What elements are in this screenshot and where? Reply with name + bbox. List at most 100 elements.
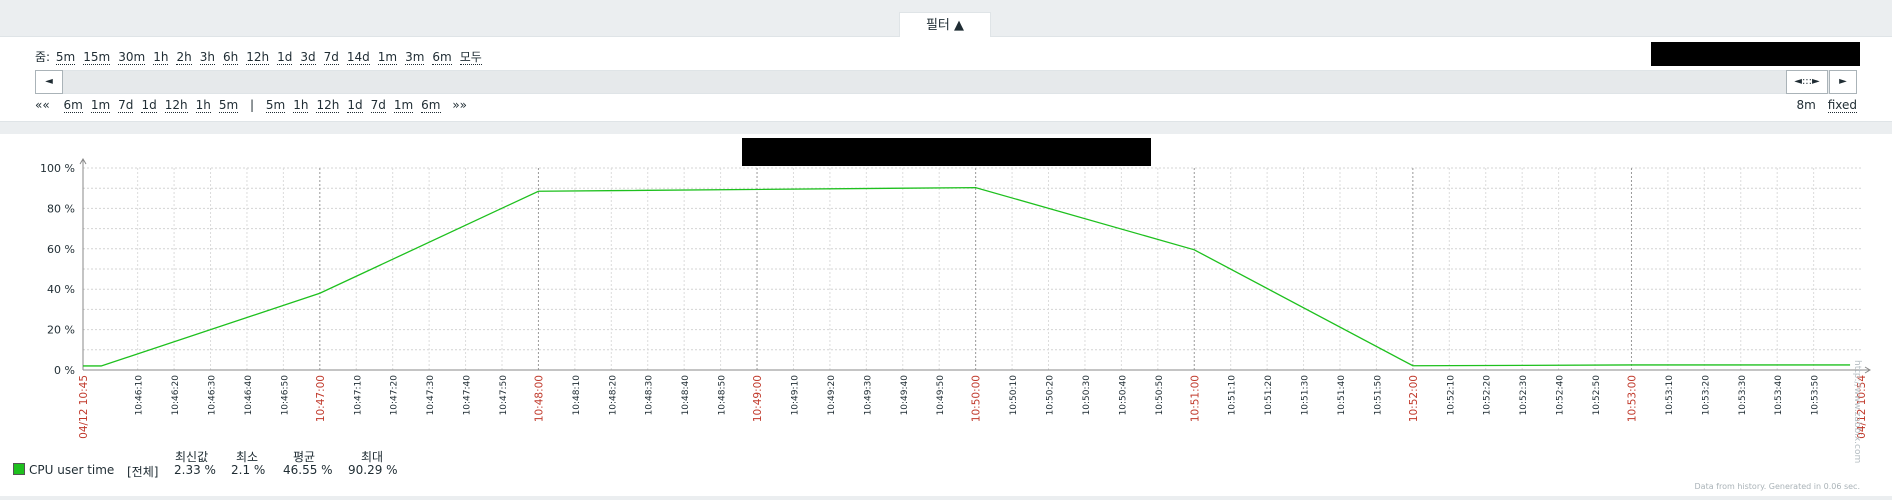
x-major-tick-label: 10:50:00 <box>971 375 983 422</box>
x-tick-label: 10:52:40 <box>1556 375 1566 416</box>
legend-item-max: 90.29 % <box>348 463 398 477</box>
footer-note: Data from history. Generated in 0.06 sec… <box>1694 482 1860 491</box>
nav-forward-1h[interactable]: 1h <box>293 98 309 113</box>
zoom-15m[interactable]: 15m <box>83 50 111 65</box>
x-tick-label: 10:50:20 <box>1046 375 1056 416</box>
zoom-3d[interactable]: 3d <box>300 50 316 65</box>
filter-toggle-tab[interactable]: 필터 ▲ <box>899 12 991 37</box>
nav-back-1m[interactable]: 1m <box>90 98 111 113</box>
nav-forward-5m[interactable]: 5m <box>265 98 286 113</box>
series-line-0 <box>83 186 1851 367</box>
nav-forward-1m[interactable]: 1m <box>393 98 414 113</box>
graph-panel <box>0 134 1892 496</box>
zoom-5m[interactable]: 5m <box>55 50 76 65</box>
zoom-1h[interactable]: 1h <box>153 50 169 65</box>
x-tick-label: 10:46:30 <box>208 375 218 416</box>
scroll-right-button[interactable]: ► <box>1829 70 1857 94</box>
zoom-6m[interactable]: 6m <box>432 50 452 65</box>
x-tick-label: 10:49:30 <box>863 375 873 416</box>
navigation-row: «« 6m 1m 7d 1d 12h 1h 5m | 5m 1h 12h 1d 7d 1m 6m »» <box>35 97 477 113</box>
x-end-label: 04/12 10:54 <box>1856 375 1868 439</box>
x-tick-label: 10:48:50 <box>718 375 728 416</box>
zoom-모두[interactable]: 모두 <box>459 50 482 65</box>
x-tick-label: 10:50:40 <box>1118 375 1128 416</box>
watermark: http://www.zabbix.com <box>1852 360 1862 464</box>
x-tick-label: 10:53:20 <box>1701 375 1711 416</box>
x-tick-label: 10:52:50 <box>1592 375 1602 416</box>
nav-forward-7d[interactable]: 7d <box>370 98 386 113</box>
x-start-label: 04/12 10:45 <box>78 375 90 439</box>
scroll-handle[interactable]: ◄:::► <box>1786 70 1828 94</box>
fixed-toggle-link[interactable]: fixed <box>1827 98 1857 113</box>
redacted-graph-title <box>742 138 1151 166</box>
legend-item-latest: 2.33 % <box>174 463 216 477</box>
zoom-options: 5m 15m 30m 1h 2h 3h 6h 12h 1d 3d 7d 14d 1m 3m 6m 모두 <box>55 50 490 65</box>
x-tick-label: 10:52:20 <box>1483 375 1493 416</box>
x-tick-label: 10:51:50 <box>1373 375 1383 416</box>
zoom-label: 줌: <box>35 50 51 64</box>
nav-next-all-button[interactable]: »» <box>452 98 468 112</box>
x-tick-label: 10:52:10 <box>1446 375 1456 416</box>
nav-back-5m[interactable]: 5m <box>218 98 239 113</box>
x-tick-label: 10:53:40 <box>1774 375 1784 416</box>
nav-prev-all-button[interactable]: «« <box>35 98 50 112</box>
x-tick-label: 10:48:10 <box>572 375 582 416</box>
y-tick-label: 20 % <box>47 324 75 337</box>
zoom-3m[interactable]: 3m <box>405 50 425 65</box>
nav-back-7d[interactable]: 7d <box>118 98 134 113</box>
legend-header-min: 최소 <box>236 450 259 464</box>
period-value: 8m <box>1796 98 1816 112</box>
x-tick-label: 10:46:20 <box>171 375 181 416</box>
x-tick-label: 10:49:20 <box>827 375 837 416</box>
legend-item-avg: 46.55 % <box>283 463 333 477</box>
y-tick-label: 40 % <box>47 283 75 296</box>
x-tick-label: 10:46:10 <box>135 375 145 416</box>
nav-forward-6m[interactable]: 6m <box>421 98 441 113</box>
legend-header-avg: 평균 <box>293 450 316 464</box>
period-row: 8m fixed <box>1797 97 1857 113</box>
nav-back-options: 6m 1m 7d 1d 12h 1h 5m <box>63 98 247 113</box>
x-tick-label: 10:46:50 <box>280 375 290 416</box>
nav-back-6m[interactable]: 6m <box>63 98 83 113</box>
nav-back-12h[interactable]: 12h <box>164 98 188 113</box>
zoom-14d[interactable]: 14d <box>346 50 370 65</box>
timeline-scrollbar[interactable] <box>35 70 1857 94</box>
x-tick-label: 10:53:50 <box>1811 375 1821 416</box>
x-tick-label: 10:46:40 <box>244 375 254 416</box>
x-tick-label: 10:47:10 <box>353 375 363 416</box>
zoom-6h[interactable]: 6h <box>222 50 239 65</box>
zoom-12h[interactable]: 12h <box>246 50 270 65</box>
zoom-1m[interactable]: 1m <box>377 50 398 65</box>
nav-forward-12h[interactable]: 12h <box>316 98 340 113</box>
x-tick-label: 10:52:30 <box>1519 375 1529 416</box>
y-tick-label: 60 % <box>47 243 75 256</box>
x-tick-label: 10:47:30 <box>426 375 436 416</box>
nav-back-1h[interactable]: 1h <box>195 98 211 113</box>
legend-header-max: 최대 <box>361 450 384 464</box>
legend-header-latest: 최신값 <box>175 450 209 464</box>
zoom-3h[interactable]: 3h <box>199 50 215 65</box>
zoom-2h[interactable]: 2h <box>176 50 192 65</box>
nav-forward-options: 5m 1h 12h 1d 7d 1m 6m <box>265 98 449 113</box>
zoom-row: 줌: 5m 15m 30m 1h 2h 3h 6h 12h 1d 3d 7d 14d 1m 3m 6m 모두 <box>35 49 490 65</box>
x-tick-label: 10:50:50 <box>1155 375 1165 416</box>
x-tick-label: 10:50:30 <box>1082 375 1092 416</box>
scroll-left-button[interactable]: ◄ <box>35 70 63 94</box>
cpu-chart: 0 % 20 % 40 % 60 % 80 % 100 % 10:46:10 10:46:20… <box>40 158 1871 439</box>
x-tick-label: 10:49:10 <box>790 375 800 416</box>
zoom-1d[interactable]: 1d <box>277 50 293 65</box>
x-tick-label: 10:48:20 <box>608 375 618 416</box>
zoom-30m[interactable]: 30m <box>118 50 146 65</box>
legend-item-scope: [전체] <box>127 465 159 479</box>
filter-panel: 필터 ▲ 줌: 5m 15m 30m 1h 2h 3h 6h 12h 1d 3d 7d 14d 1m 3m… <box>0 0 1892 124</box>
x-major-tick-label: 10:53:00 <box>1626 375 1638 422</box>
x-tick-label: 10:48:40 <box>681 375 691 416</box>
y-tick-label: 0 % <box>54 364 75 377</box>
x-tick-label: 10:50:10 <box>1009 375 1019 416</box>
x-major-tick-label: 10:51:00 <box>1189 375 1201 422</box>
zoom-7d[interactable]: 7d <box>323 50 339 65</box>
nav-back-1d[interactable]: 1d <box>141 98 157 113</box>
x-tick-label: 10:53:30 <box>1738 375 1748 416</box>
x-tick-label: 10:51:20 <box>1264 375 1274 416</box>
nav-forward-1d[interactable]: 1d <box>347 98 363 113</box>
